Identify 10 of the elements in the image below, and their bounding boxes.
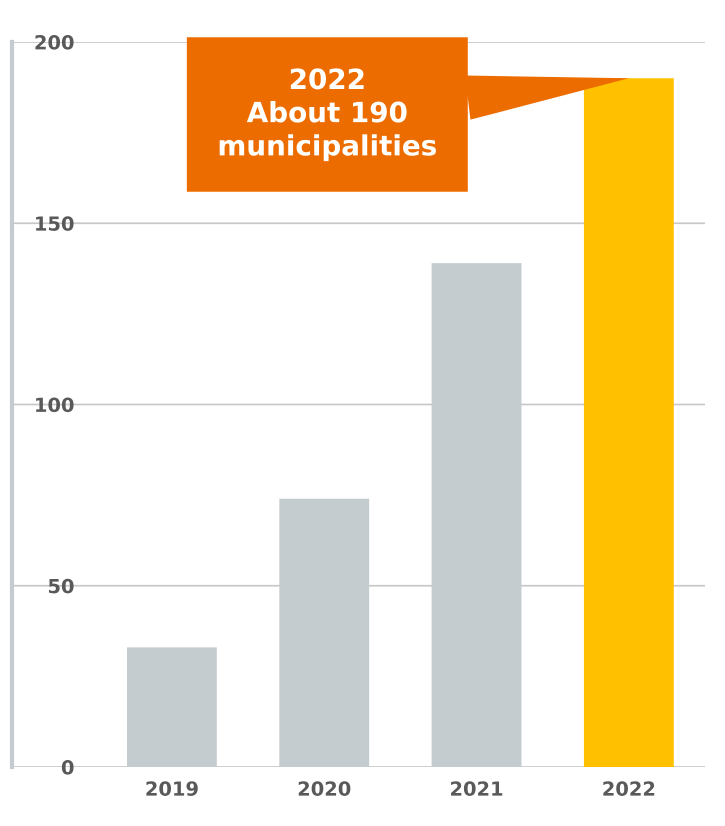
- y-tick-label: 50: [48, 578, 74, 594]
- y-tick-label: 100: [36, 397, 74, 412]
- x-tick-label: 2021: [451, 781, 502, 796]
- annotation: 2022 About 190 municipalities: [220, 68, 436, 162]
- x-tick-label: 2022: [603, 781, 654, 796]
- y-tick-label: 200: [35, 34, 74, 50]
- x-tick-label: 2020: [298, 781, 350, 796]
- x-tick-label: 2019: [146, 781, 198, 796]
- y-tick-label: 150: [36, 216, 74, 231]
- y-tick-label: 0: [62, 760, 74, 775]
